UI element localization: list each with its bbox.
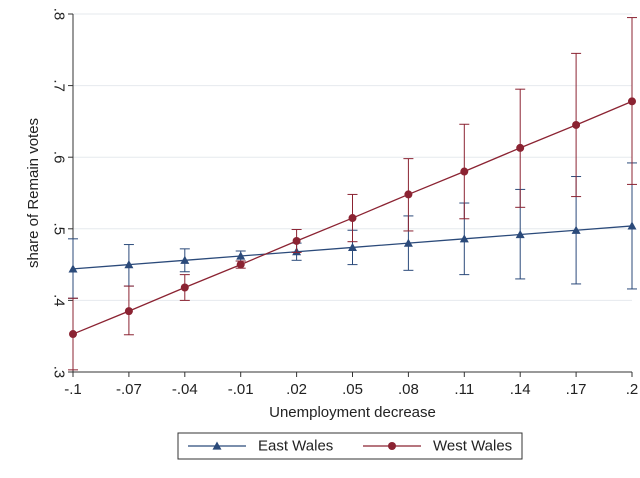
legend-label: East Wales (258, 438, 333, 455)
data-point (69, 330, 77, 339)
data-point (124, 307, 133, 316)
y-tick-label: .6 (51, 151, 68, 164)
x-axis-title: Unemployment decrease (269, 404, 436, 421)
legend-swatch-marker (212, 441, 222, 450)
plot-area (73, 14, 632, 372)
y-tick-label: .3 (51, 366, 68, 379)
y-tick-label: .5 (51, 223, 68, 236)
data-point (515, 230, 525, 239)
data-point (460, 167, 469, 176)
x-tick-label: .08 (398, 381, 419, 398)
data-point (236, 260, 245, 269)
legend-label: West Wales (433, 438, 512, 455)
data-point (628, 97, 636, 106)
x-tick-label: .11 (454, 381, 474, 398)
axes: .3 .4 .5 .6 .7 .8 -.1 -.07 -.04 -.01 .02 .05 .08 .11.… (51, 8, 639, 398)
data-point (292, 236, 301, 245)
data-point (404, 190, 413, 199)
data-point (403, 238, 413, 247)
legend-item-east-wales: East Wales (188, 438, 333, 455)
data-point (68, 264, 78, 273)
x-tick-label: -.1 (64, 381, 82, 398)
data-point (516, 143, 525, 152)
y-tick-label: .8 (51, 8, 68, 21)
legend-swatch-marker (388, 442, 396, 450)
x-tick-label: -.07 (116, 381, 142, 398)
legend: East Wales West Wales (177, 432, 523, 460)
x-tick-label: .02 (286, 381, 307, 398)
series-west-wales (68, 17, 637, 371)
y-tick-label: .7 (51, 79, 68, 92)
data-point (124, 260, 134, 269)
x-tick-label: .17 (566, 381, 587, 398)
x-tick-label: -.01 (228, 381, 254, 398)
data-point (180, 255, 190, 264)
legend-item-west-wales: West Wales (363, 438, 512, 455)
data-point (627, 221, 637, 230)
x-tick-label: .2 (626, 381, 639, 398)
y-axis-title: share of Remain votes (25, 118, 42, 268)
data-point (348, 242, 357, 252)
data-point (571, 225, 581, 234)
x-tick-label: -.04 (172, 381, 198, 398)
data-point (236, 251, 246, 260)
gridlines (73, 13, 632, 373)
data-point (572, 120, 581, 129)
series (68, 17, 637, 371)
y-tick-label: .4 (51, 294, 68, 307)
data-point (180, 283, 189, 292)
x-tick-label: .14 (510, 381, 531, 398)
data-point (348, 214, 357, 223)
data-point (459, 234, 469, 243)
x-tick-label: .05 (342, 381, 363, 398)
